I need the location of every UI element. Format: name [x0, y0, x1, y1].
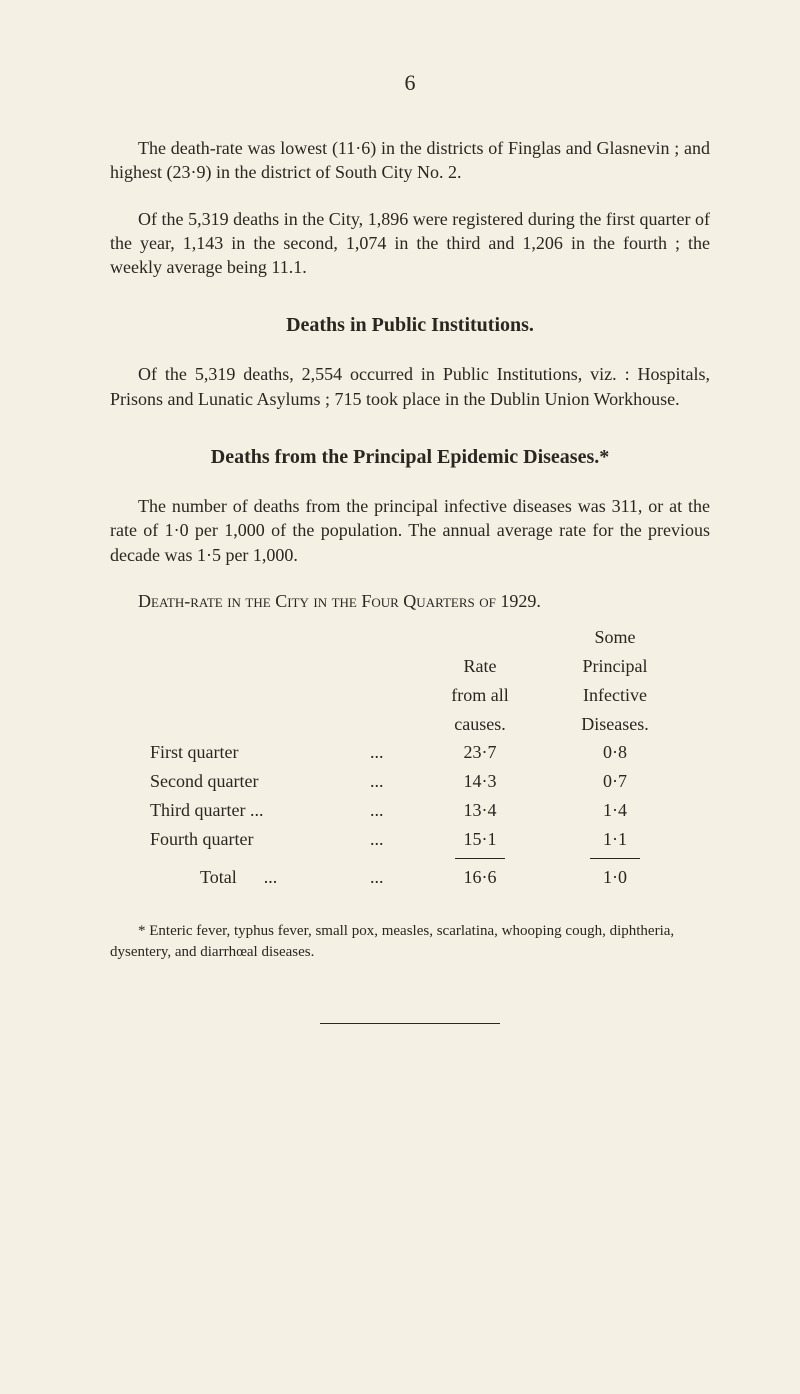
heading-epidemic: Deaths from the Principal Epidemic Disea…	[110, 446, 710, 469]
row-dots: ...	[370, 796, 420, 825]
table-row: First quarter ... 23·7 0·8	[150, 738, 710, 767]
rate-header-line2: from all	[420, 681, 540, 710]
document-page: 6 The death-rate was lowest (11·6) in th…	[0, 0, 800, 1084]
row-dots: ...	[370, 767, 420, 796]
total-label-text: Total	[200, 867, 237, 887]
col-rate-header: Rate from all causes.	[420, 623, 540, 738]
rate-header-line3: causes.	[420, 710, 540, 739]
total-diseases: 1·0	[540, 863, 690, 892]
paragraph-3: Of the 5,319 deaths, 2,554 occurred in P…	[110, 362, 710, 411]
row-rate: 13·4	[420, 796, 540, 825]
total-dots: ...	[264, 867, 278, 887]
table-total-row: Total ... ... 16·6 1·0	[150, 863, 710, 892]
row-label: Third quarter ...	[150, 796, 370, 825]
footnote: * Enteric fever, typhus fever, small pox…	[110, 921, 710, 963]
diseases-header-line4: Diseases.	[540, 710, 690, 739]
table-rule-row	[150, 854, 710, 863]
row-diseases: 1·4	[540, 796, 690, 825]
table-title: Death-rate in the City in the Four Quart…	[110, 589, 710, 613]
row-label: Second quarter	[150, 767, 370, 796]
table-header-row: Rate from all causes. Some Principal Inf…	[150, 623, 710, 738]
rule-divider	[590, 858, 640, 859]
paragraph-1: The death-rate was lowest (11·6) in the …	[110, 136, 710, 185]
col-label-header	[150, 623, 370, 738]
rate-header-line1: Rate	[420, 652, 540, 681]
row-rate: 15·1	[420, 825, 540, 854]
row-label: First quarter	[150, 738, 370, 767]
table-row: Fourth quarter ... 15·1 1·1	[150, 825, 710, 854]
row-label: Fourth quarter	[150, 825, 370, 854]
bottom-rule	[320, 1023, 500, 1024]
total-rate: 16·6	[420, 863, 540, 892]
rule-divider	[455, 858, 505, 859]
total-dots2: ...	[370, 863, 420, 892]
paragraph-2: Of the 5,319 deaths in the City, 1,896 w…	[110, 207, 710, 280]
row-dots: ...	[370, 825, 420, 854]
paragraph-4: The number of deaths from the principal …	[110, 494, 710, 567]
row-rate: 14·3	[420, 767, 540, 796]
row-rate: 23·7	[420, 738, 540, 767]
row-diseases: 0·7	[540, 767, 690, 796]
diseases-header-line1: Some	[540, 623, 690, 652]
row-dots: ...	[370, 738, 420, 767]
table-row: Second quarter ... 14·3 0·7	[150, 767, 710, 796]
heading-institutions: Deaths in Public Institutions.	[110, 314, 710, 337]
diseases-header-line2: Principal	[540, 652, 690, 681]
col-dots-header	[370, 623, 420, 738]
death-rate-table: Rate from all causes. Some Principal Inf…	[150, 623, 710, 891]
page-number: 6	[110, 70, 710, 96]
row-diseases: 0·8	[540, 738, 690, 767]
total-label: Total ...	[150, 863, 370, 892]
diseases-header-line3: Infective	[540, 681, 690, 710]
col-diseases-header: Some Principal Infective Diseases.	[540, 623, 690, 738]
row-diseases: 1·1	[540, 825, 690, 854]
table-row: Third quarter ... ... 13·4 1·4	[150, 796, 710, 825]
